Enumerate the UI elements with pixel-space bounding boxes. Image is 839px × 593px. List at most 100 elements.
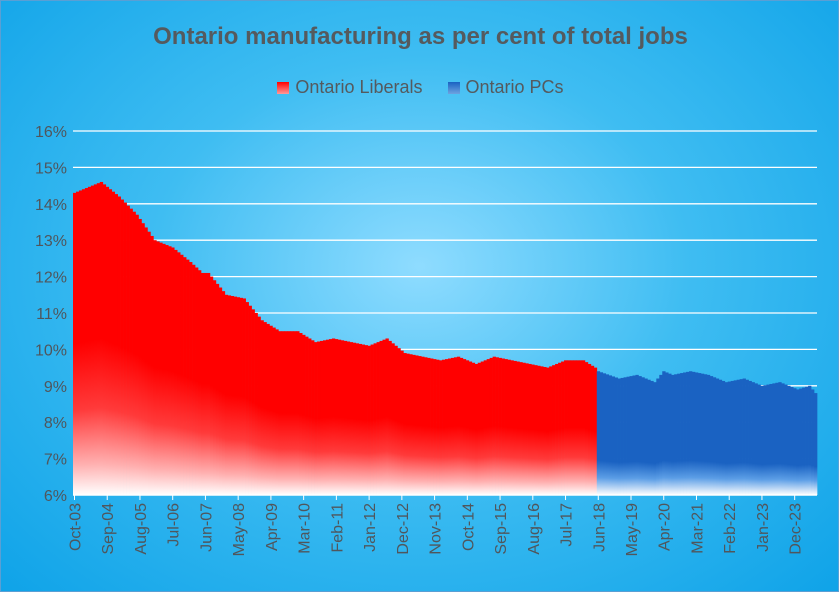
bar-liberals bbox=[251, 309, 255, 495]
bar-pcs bbox=[686, 371, 690, 495]
bar-pcs bbox=[757, 384, 761, 495]
bar-liberals bbox=[236, 297, 241, 495]
bar-liberals bbox=[296, 331, 300, 495]
x-tick-label: Jan-23 bbox=[755, 503, 772, 552]
bar-liberals bbox=[168, 246, 172, 495]
legend-swatch-pcs bbox=[447, 82, 460, 94]
bar-liberals bbox=[468, 361, 473, 495]
bar-liberals bbox=[114, 194, 118, 496]
bar-liberals bbox=[346, 341, 351, 495]
bar-pcs bbox=[712, 377, 717, 495]
x-tick-label: Oct-14 bbox=[460, 503, 477, 551]
bar-pcs bbox=[668, 373, 672, 495]
legend-item-pcs: Ontario PCs bbox=[447, 77, 564, 98]
bar-pcs bbox=[638, 376, 642, 495]
bar-liberals bbox=[418, 356, 422, 495]
bar-liberals bbox=[555, 363, 559, 495]
bar-liberals bbox=[331, 338, 336, 495]
bar-liberals bbox=[218, 287, 223, 495]
bar-liberals bbox=[141, 223, 145, 496]
bar-pcs bbox=[632, 375, 636, 495]
bar-liberals bbox=[406, 353, 410, 495]
bar-liberals bbox=[224, 294, 229, 495]
bar-pcs bbox=[754, 383, 758, 495]
bar-liberals bbox=[516, 361, 520, 495]
bar-pcs bbox=[683, 372, 687, 495]
bar-liberals bbox=[242, 298, 246, 495]
y-tick-label: 12% bbox=[35, 270, 67, 287]
bar-pcs bbox=[766, 384, 770, 495]
bar-liberals bbox=[248, 305, 252, 495]
bar-liberals bbox=[397, 348, 401, 495]
bar-liberals bbox=[245, 302, 249, 495]
bar-liberals bbox=[254, 313, 258, 495]
bar-liberals bbox=[531, 364, 535, 495]
bar-pcs bbox=[742, 378, 746, 495]
legend-swatch-liberals bbox=[277, 82, 290, 94]
bar-pcs bbox=[706, 374, 711, 495]
bar-liberals bbox=[195, 267, 199, 495]
bar-pcs bbox=[629, 376, 633, 495]
bar-liberals bbox=[108, 189, 113, 496]
bar-pcs bbox=[775, 382, 779, 495]
bar-liberals bbox=[486, 359, 490, 495]
bar-liberals bbox=[445, 359, 449, 495]
bar-liberals bbox=[317, 341, 321, 495]
bar-pcs bbox=[715, 378, 720, 495]
bar-liberals bbox=[340, 340, 345, 495]
bar-pcs bbox=[677, 373, 681, 495]
bar-liberals bbox=[528, 363, 532, 495]
bar-liberals bbox=[117, 196, 121, 495]
bar-liberals bbox=[162, 243, 166, 495]
bar-pcs bbox=[748, 380, 752, 495]
y-tick-label: 6% bbox=[44, 488, 67, 505]
bar-liberals bbox=[263, 322, 267, 495]
bar-liberals bbox=[421, 356, 425, 495]
x-tick-label: Apr-20 bbox=[657, 503, 674, 551]
bar-pcs bbox=[808, 385, 812, 495]
bar-liberals bbox=[590, 365, 595, 495]
y-tick-label: 8% bbox=[44, 415, 67, 432]
bar-liberals bbox=[290, 331, 294, 495]
bar-liberals bbox=[156, 241, 160, 495]
bar-liberals bbox=[120, 199, 124, 495]
y-tick-label: 15% bbox=[35, 160, 67, 177]
bar-liberals bbox=[239, 297, 243, 495]
bar-liberals bbox=[474, 363, 479, 495]
bar-pcs bbox=[739, 379, 743, 495]
x-tick-label: Feb-11 bbox=[329, 503, 346, 553]
bar-liberals bbox=[385, 338, 389, 495]
bar-liberals bbox=[439, 360, 443, 495]
bar-liberals bbox=[355, 343, 360, 495]
bar-liberals bbox=[453, 357, 458, 495]
bar-pcs bbox=[790, 387, 794, 495]
bar-liberals bbox=[415, 355, 419, 495]
bar-liberals bbox=[501, 358, 505, 495]
bar-liberals bbox=[287, 331, 291, 495]
bar-liberals bbox=[123, 202, 127, 495]
bar-liberals bbox=[192, 264, 196, 495]
bar-liberals bbox=[212, 280, 217, 495]
bar-liberals bbox=[552, 365, 556, 495]
bar-liberals bbox=[510, 360, 514, 495]
bar-liberals bbox=[513, 360, 517, 495]
bar-liberals bbox=[233, 296, 238, 495]
bar-liberals bbox=[465, 360, 470, 495]
bar-liberals bbox=[436, 359, 440, 495]
bar-liberals bbox=[361, 344, 365, 495]
bar-liberals bbox=[171, 247, 175, 495]
bar-pcs bbox=[736, 379, 740, 495]
x-tick-label: Oct-03 bbox=[67, 503, 84, 551]
x-tick-label: Aug-16 bbox=[526, 503, 543, 555]
bar-liberals bbox=[587, 363, 592, 495]
bar-liberals bbox=[87, 186, 92, 495]
bar-pcs bbox=[614, 377, 618, 495]
y-tick-label: 16% bbox=[35, 124, 67, 141]
bar-pcs bbox=[602, 373, 607, 495]
bar-pcs bbox=[692, 371, 696, 495]
bar-liberals bbox=[334, 339, 339, 495]
bar-pcs bbox=[641, 377, 645, 495]
bar-liberals bbox=[203, 272, 208, 495]
bar-pcs bbox=[665, 372, 669, 495]
